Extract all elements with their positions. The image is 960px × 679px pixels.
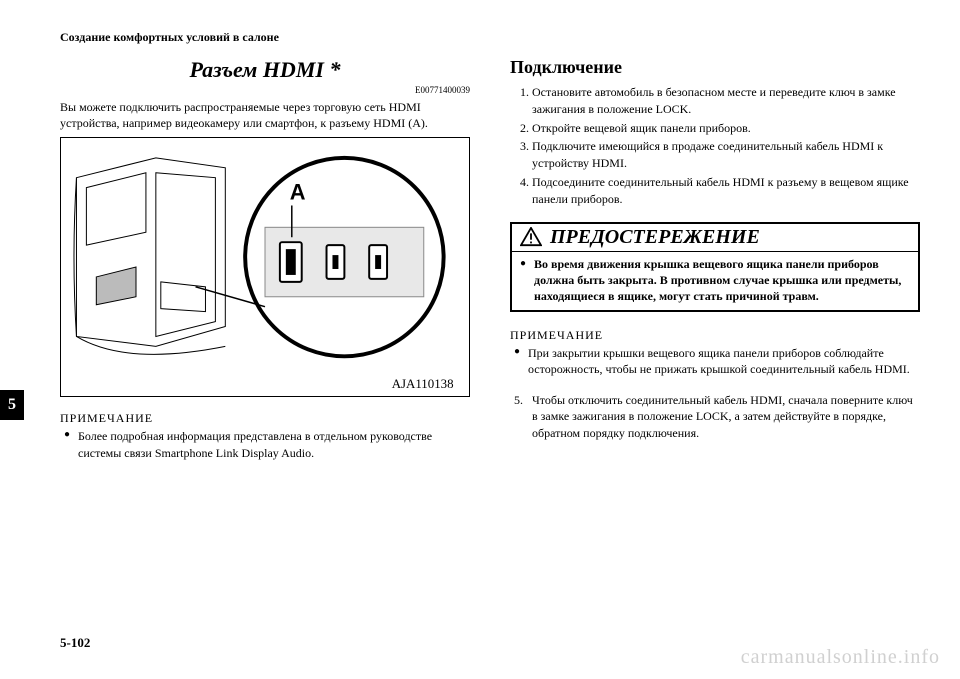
steps-list: Остановите автомобиль в безопасном месте… <box>510 84 920 208</box>
note-heading: ПРИМЕЧАНИЕ <box>510 328 920 343</box>
chapter-tab: 5 <box>0 390 24 420</box>
left-column: Разъем HDMI * E00771400039 Вы можете под… <box>60 57 470 461</box>
watermark: carmanualsonline.info <box>741 646 940 669</box>
intro-paragraph: Вы можете подключить распространяемые че… <box>60 99 470 131</box>
chapter-header: Создание комфортных условий в салоне <box>60 30 920 45</box>
step-item: Остановите автомобиль в безопасном месте… <box>532 84 920 118</box>
content-columns: Разъем HDMI * E00771400039 Вы можете под… <box>60 57 920 461</box>
figure-box: A AJA110138 <box>60 137 470 397</box>
hdmi-diagram: A AJA110138 <box>61 138 469 396</box>
right-column: Подключение Остановите автомобиль в безо… <box>510 57 920 461</box>
doc-code: E00771400039 <box>60 85 470 95</box>
page-number: 5-102 <box>60 635 90 651</box>
manual-page: Создание комфортных условий в салоне Раз… <box>0 0 960 679</box>
caution-title-row: ПРЕДОСТЕРЕЖЕНИЕ <box>512 224 918 252</box>
step-5: Чтобы отключить соединительный кабель HD… <box>510 392 920 442</box>
caution-body: Во время движения крышка вещевого ящика … <box>512 252 918 311</box>
port-label: A <box>290 180 306 205</box>
connection-heading: Подключение <box>510 57 920 78</box>
note-item: При закрытии крышки вещевого ящика панел… <box>510 345 920 377</box>
step-item: Подключите имеющийся в продаже соедините… <box>532 138 920 172</box>
step-item: Подсоедините соединительный кабель HDMI … <box>532 174 920 208</box>
figure-ref: AJA110138 <box>392 377 454 391</box>
note-heading: ПРИМЕЧАНИЕ <box>60 411 470 426</box>
step-item: Откройте вещевой ящик панели приборов. <box>532 120 920 137</box>
warning-icon <box>520 227 542 247</box>
caution-box: ПРЕДОСТЕРЕЖЕНИЕ Во время движения крышка… <box>510 222 920 313</box>
section-title: Разъем HDMI * <box>60 57 470 83</box>
caution-title-text: ПРЕДОСТЕРЕЖЕНИЕ <box>550 226 760 249</box>
note-item: Более подробная информация представлена … <box>60 428 470 460</box>
